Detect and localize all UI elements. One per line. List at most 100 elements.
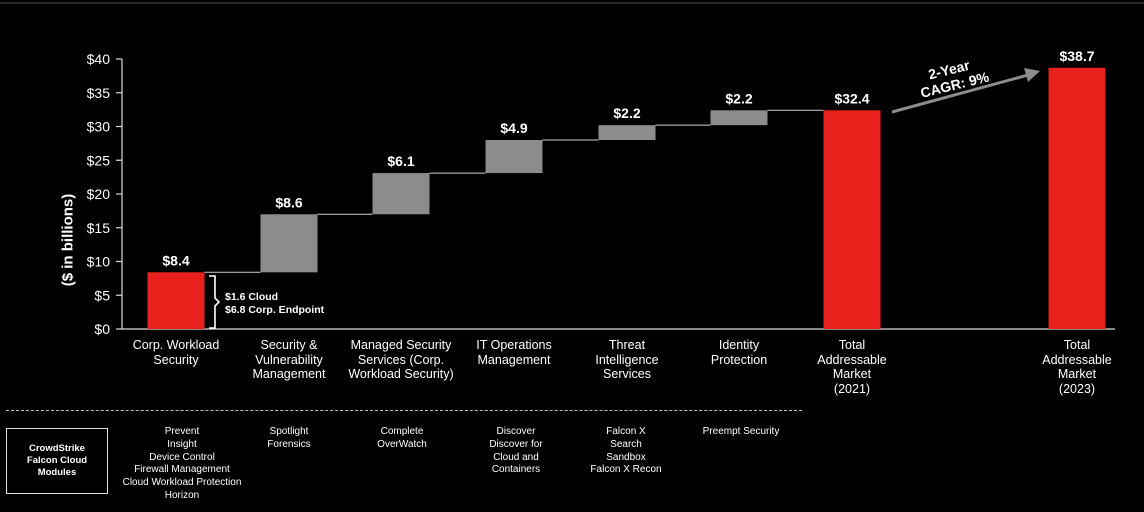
brace-mark — [209, 275, 221, 329]
category-label: Total Addressable Market (2021) — [792, 338, 912, 396]
category-label-line: Intelligence — [595, 352, 659, 367]
module-item: Prevent — [164, 426, 200, 437]
top-rule — [0, 2, 1144, 4]
category-label: Identity Protection — [679, 338, 799, 367]
module-item: Device Control — [149, 451, 215, 463]
y-axis-label-wrap: ($ in billions) — [38, 120, 98, 360]
module-column: Discover Discover for Cloud and Containers — [441, 426, 591, 477]
category-label-line: IT Operations — [476, 338, 552, 352]
bar — [1048, 67, 1106, 330]
module-column: Spotlight Forensics — [214, 426, 364, 452]
connector-lines — [204, 109, 824, 273]
category-label-line: Addressable — [1042, 352, 1112, 367]
bar-value-label: $8.6 — [275, 194, 302, 210]
category-label-line: Services — [603, 367, 651, 381]
y-axis: $0 $5 $10 $15 $20 $25 $30 $35 $40 — [87, 51, 1115, 337]
bar-value-label: $8.4 — [162, 252, 189, 268]
module-item: Horizon — [164, 489, 200, 501]
module-item: OverWatch — [377, 438, 427, 450]
y-tick-label: $5 — [94, 287, 110, 303]
module-item: Cloud Workload Protection — [122, 477, 242, 489]
category-label-line: Protection — [710, 352, 768, 367]
module-column: Falcon X Search Sandbox Falcon X Recon — [551, 426, 701, 477]
module-column: Preempt Security — [666, 426, 816, 439]
category-label: Managed Security Services (Corp. Workload … — [341, 338, 461, 382]
category-label-line: Market — [832, 367, 872, 381]
cagr-arrow-head — [1024, 68, 1040, 82]
module-column: Complete OverWatch — [327, 426, 477, 452]
module-item: Discover — [496, 426, 536, 437]
bar-value-label: $2.2 — [725, 90, 752, 106]
category-label-line: Security — [153, 352, 199, 367]
category-label-line: Addressable — [817, 352, 887, 367]
module-item: Insight — [167, 438, 197, 450]
bar — [823, 110, 881, 329]
dashed-divider — [6, 410, 802, 411]
module-item: Spotlight — [269, 426, 309, 437]
bar — [710, 110, 768, 126]
category-label: Total Addressable Market (2023) — [1017, 338, 1137, 396]
bar-value-label: $32.4 — [834, 90, 869, 106]
category-label-line: (2023) — [1058, 381, 1096, 396]
brace-annotation — [209, 275, 221, 329]
category-label: Threat Intelligence Services — [567, 338, 687, 382]
brace-label-endpoint: $6.8 Corp. Endpoint — [225, 304, 325, 316]
y-tick-label: $35 — [87, 85, 111, 101]
y-tick-label: $25 — [87, 152, 111, 168]
module-column: Prevent Insight Device Control Firewall Man… — [107, 426, 257, 503]
bar-value-label: $2.2 — [613, 105, 640, 121]
category-label-line: Total — [838, 338, 866, 352]
modules-box: CrowdStrike Falcon Cloud Modules — [6, 428, 108, 494]
module-item: Preempt Security — [702, 426, 780, 437]
bar-value-label: $38.7 — [1059, 48, 1094, 64]
module-item: Sandbox — [606, 451, 646, 463]
module-item: Falcon X — [606, 426, 646, 437]
category-label-line: (2021) — [833, 381, 871, 396]
y-tick-label: $10 — [87, 254, 111, 270]
y-axis-label: ($ in billions) — [59, 193, 77, 287]
category-label: IT Operations Management — [454, 338, 574, 367]
y-tick-label: $40 — [87, 51, 111, 67]
category-label-line: Total — [1063, 338, 1091, 352]
module-item: Complete — [380, 426, 424, 437]
bar — [485, 140, 543, 174]
cagr-arrow-line — [891, 73, 1029, 114]
module-item: Falcon X Recon — [590, 464, 662, 476]
bar — [372, 173, 430, 215]
y-tick-label: $15 — [87, 220, 111, 236]
category-label-line: Services (Corp. — [357, 352, 445, 367]
category-label-line: Workload Security) — [348, 367, 454, 381]
modules-box-label: CrowdStrike Falcon Cloud Modules — [26, 443, 88, 478]
category-label-line: Managed Security — [350, 338, 452, 352]
category-label-line: Threat — [608, 338, 646, 352]
module-item: Containers — [491, 464, 541, 476]
module-item: Cloud and — [493, 451, 539, 463]
bar-value-label: $6.1 — [387, 153, 414, 169]
category-label-line: Security & — [260, 338, 318, 352]
module-item: Search — [610, 438, 642, 450]
category-label-line: Vulnerability — [255, 352, 323, 367]
category-label-line: Management — [477, 352, 551, 367]
cagr-text: 2-Year CAGR: 9% — [915, 53, 991, 101]
category-label: Corp. Workload Security — [116, 338, 236, 367]
bar — [147, 272, 205, 329]
module-item: Firewall Management — [134, 464, 230, 476]
bar — [260, 214, 318, 273]
bar-value-label: $4.9 — [500, 120, 527, 136]
bars — [147, 67, 1106, 330]
category-label-line: Market — [1057, 367, 1097, 381]
y-tick-label: $0 — [94, 321, 110, 337]
category-label-line: Corp. Workload — [132, 338, 220, 352]
y-tick-label: $30 — [87, 119, 111, 135]
category-label-line: Management — [252, 367, 326, 381]
y-tick-label: $20 — [87, 186, 111, 202]
cagr-annotation: 2-Year CAGR: 9% — [891, 53, 1040, 114]
category-label-line: Identity — [718, 338, 760, 352]
module-item: Forensics — [267, 438, 311, 450]
brace-label-cloud: $1.6 Cloud — [225, 291, 279, 303]
module-item: Discover for — [489, 438, 543, 450]
category-label: Security & Vulnerability Management — [229, 338, 349, 382]
bar-labels: $8.4 $8.6 $6.1 $4.9 $2.2 $2.2 $32.4 $38.7 — [162, 48, 1094, 269]
bar — [598, 125, 656, 140]
